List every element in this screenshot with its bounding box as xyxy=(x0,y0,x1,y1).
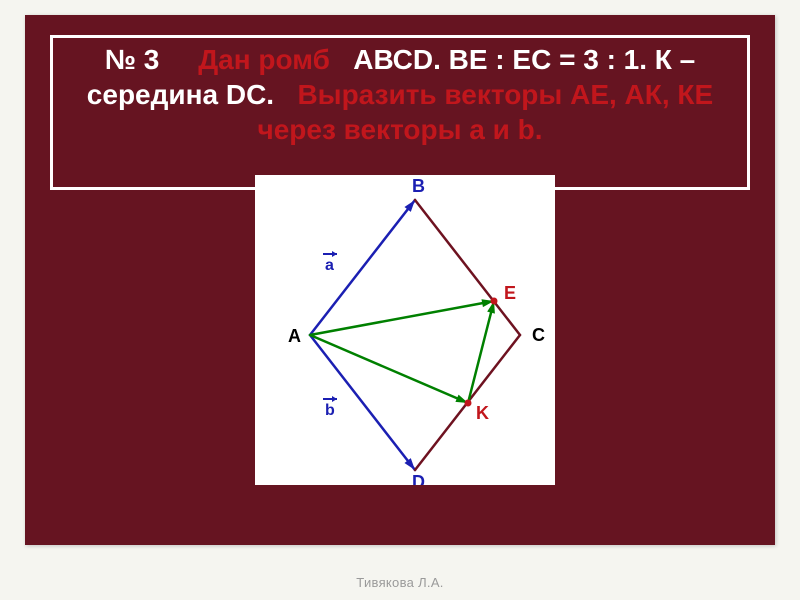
svg-text:K: K xyxy=(476,403,489,423)
svg-text:A: A xyxy=(288,326,301,346)
svg-text:a: a xyxy=(325,257,334,274)
rhombus-diagram: A B C D E Ka b xyxy=(255,175,555,485)
svg-text:C: C xyxy=(532,325,545,345)
problem-title-box: № 3 Дан ромб АВСD. ВЕ : ЕС = 3 : 1. К – … xyxy=(50,35,750,190)
svg-text:b: b xyxy=(325,402,335,419)
svg-text:B: B xyxy=(412,176,425,196)
slide: № 3 Дан ромб АВСD. ВЕ : ЕС = 3 : 1. К – … xyxy=(25,15,775,545)
author-text: Тивякова Л.А. xyxy=(356,575,443,590)
svg-text:E: E xyxy=(504,283,516,303)
slide-footer: Тивякова Л.А. xyxy=(0,575,800,590)
problem-number: № 3 xyxy=(105,44,160,75)
title-part-red-1: Дан ромб xyxy=(198,44,330,75)
svg-text:D: D xyxy=(412,472,425,485)
title-part-red-2: Выразить векторы АЕ, АК, КЕ через вектор… xyxy=(257,79,713,145)
